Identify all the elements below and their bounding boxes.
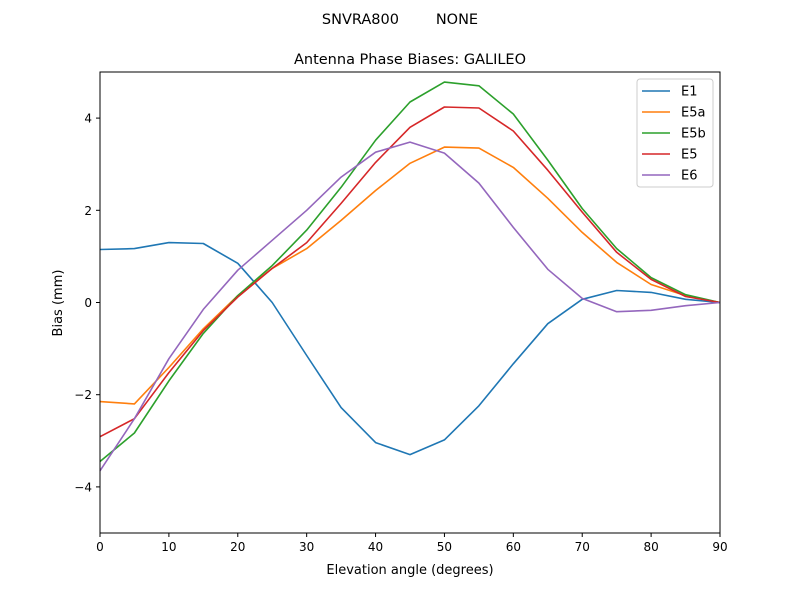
legend-label-e5a: E5a xyxy=(681,106,705,121)
legend-label-e1: E1 xyxy=(681,85,698,100)
legend-label-e5b: E5b xyxy=(681,127,706,142)
x-tick-label: 20 xyxy=(230,540,245,554)
x-tick-label: 40 xyxy=(368,540,383,554)
legend-label-e5: E5 xyxy=(681,148,698,163)
series-line-e5a xyxy=(99,146,721,405)
axes-frame xyxy=(99,71,721,534)
x-tick-label: 60 xyxy=(506,540,521,554)
x-tick-label: 10 xyxy=(161,540,176,554)
y-tick-label: −4 xyxy=(74,480,92,494)
y-tick-label: 4 xyxy=(84,112,92,126)
chart-title: Antenna Phase Biases: GALILEO xyxy=(294,52,526,68)
x-tick-label: 30 xyxy=(299,540,314,554)
series-line-e5 xyxy=(99,106,721,438)
x-tick-label: 90 xyxy=(712,540,727,554)
plot-area xyxy=(99,81,721,472)
legend: E1 E5a E5b E5 E6 xyxy=(636,78,714,188)
x-tick-label: 0 xyxy=(96,540,104,554)
series-line-e6 xyxy=(99,141,721,472)
x-tick-label: 80 xyxy=(643,540,658,554)
x-axis: 0 10 20 30 40 50 60 70 80 90 xyxy=(96,533,728,554)
y-tick-label: −2 xyxy=(74,388,92,402)
x-tick-label: 50 xyxy=(437,540,452,554)
y-axis: −4 −2 0 2 4 xyxy=(74,112,100,494)
series-line-e1 xyxy=(99,241,721,456)
y-axis-label: Bias (mm) xyxy=(51,270,66,337)
x-tick-label: 70 xyxy=(575,540,590,554)
y-tick-label: 0 xyxy=(84,296,92,310)
series-line-e5b xyxy=(99,81,721,463)
y-tick-label: 2 xyxy=(84,204,92,218)
suptitle: SNVRA800 NONE xyxy=(322,12,478,28)
legend-label-e6: E6 xyxy=(681,169,698,184)
x-axis-label: Elevation angle (degrees) xyxy=(326,563,493,578)
legend-box xyxy=(636,78,714,188)
